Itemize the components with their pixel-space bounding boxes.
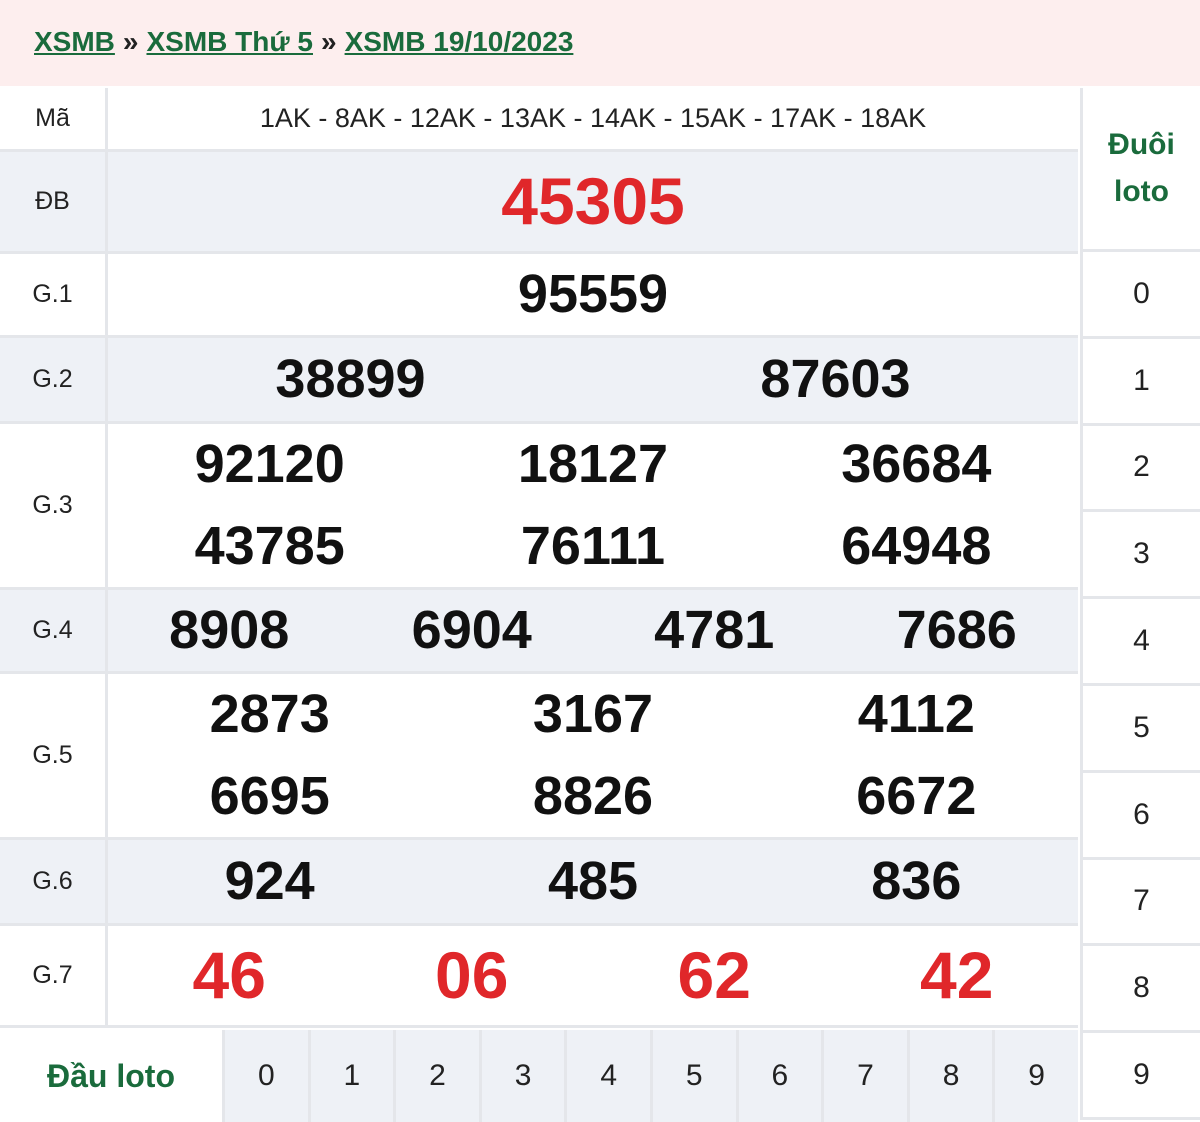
prize-label: G.1 [0, 254, 108, 335]
prize-number: 42 [920, 938, 994, 1012]
prize-number: 45305 [501, 164, 685, 238]
prize-number: 8826 [532, 765, 654, 826]
prize-label: G.4 [0, 590, 108, 671]
ma-row: Mã 1AK - 8AK - 12AK - 13AK - 14AK - 15AK … [0, 88, 1078, 152]
duoi-loto-cell: 7 [1083, 860, 1200, 947]
prize-number: 92120 [194, 434, 345, 494]
prize-number: 6672 [856, 765, 977, 826]
prize-number: 7686 [896, 600, 1017, 660]
prize-label: G.6 [0, 840, 108, 923]
dau-loto-cell: 4 [564, 1030, 650, 1122]
prize-number: 3167 [532, 684, 654, 744]
breadcrumb-link-thu5[interactable]: XSMB Thứ 5 [146, 26, 313, 57]
prize-number: 36684 [841, 434, 992, 494]
prize-number: 64948 [841, 515, 992, 576]
duoi-label: Đuôi [1108, 128, 1175, 161]
breadcrumb: XSMB» XSMB Thứ 5» XSMB 19/10/2023 [0, 0, 1200, 86]
prize-number: 95559 [517, 264, 669, 324]
prize-number: 62 [677, 938, 751, 1012]
dau-loto-label: Đầu loto [47, 1057, 175, 1094]
dau-loto-cell: 0 [222, 1030, 308, 1122]
prize-number: 4112 [857, 684, 975, 744]
prize-number: 924 [224, 851, 315, 911]
prize-row: G.5 2873 3167 4112 6695 8826 6672 [0, 674, 1078, 840]
duoi-loto-cell: 9 [1083, 1033, 1200, 1120]
breadcrumb-link-date[interactable]: XSMB 19/10/2023 [344, 26, 574, 57]
prize-label: G.7 [0, 926, 108, 1025]
prize-number: 836 [871, 851, 962, 911]
prize-number: 8908 [169, 600, 290, 660]
prize-row: G.7 46 06 62 42 [0, 926, 1078, 1028]
prize-number: 485 [547, 851, 639, 911]
duoi-loto-header: Đuôi loto [1083, 88, 1200, 252]
duoi-loto-cell: 5 [1083, 686, 1200, 773]
dau-loto-cell: 6 [735, 1030, 822, 1122]
dau-loto-cell: 8 [906, 1030, 993, 1122]
prize-row: G.2 38899 87603 [0, 338, 1078, 424]
prize-row: G.6 924 485 836 [0, 840, 1078, 926]
prize-label: G.3 [0, 424, 108, 587]
dau-loto-cell: 5 [649, 1030, 736, 1122]
duoi-loto-cell: 2 [1083, 426, 1200, 513]
duoi-loto-cell: 0 [1083, 252, 1200, 339]
prize-number: 06 [435, 938, 509, 1012]
breadcrumb-link-xsmb[interactable]: XSMB [34, 26, 115, 57]
prize-number: 4781 [654, 600, 775, 660]
duoi-loto-cell: 4 [1083, 599, 1200, 686]
loto-label: loto [1114, 174, 1169, 208]
duoi-loto-cell: 1 [1083, 339, 1200, 426]
prize-row: G.1 95559 [0, 254, 1078, 338]
prize-number: 46 [192, 938, 266, 1012]
duoi-loto-cell: 6 [1083, 773, 1200, 860]
prize-label: G.5 [0, 674, 108, 837]
prize-row: G.3 92120 18127 36684 43785 76111 64948 [0, 424, 1078, 590]
ma-value: 1AK - 8AK - 12AK - 13AK - 14AK - 15AK - … [259, 103, 927, 133]
breadcrumb-separator: » [321, 26, 337, 57]
prize-label: G.2 [0, 338, 108, 421]
dau-loto-cell: 3 [478, 1030, 565, 1122]
duoi-loto-cell: 8 [1083, 946, 1200, 1034]
prize-number: 43785 [194, 515, 345, 576]
prize-number: 18127 [517, 434, 669, 494]
prize-number: 6904 [411, 600, 532, 660]
duoi-loto-cell: 3 [1083, 512, 1200, 600]
dau-loto-cell: 1 [307, 1030, 394, 1122]
prize-row: ĐB 45305 [0, 152, 1078, 254]
ma-label: Mã [0, 88, 108, 149]
prize-number: 76111 [520, 515, 666, 576]
prize-number: 87603 [760, 349, 911, 409]
prize-row: G.4 8908 6904 4781 7686 [0, 590, 1078, 674]
breadcrumb-separator: » [122, 26, 139, 57]
prize-label: ĐB [0, 152, 108, 251]
dau-loto-cell: 9 [992, 1030, 1078, 1122]
dau-loto-cell: 7 [821, 1030, 907, 1122]
prize-number: 6695 [209, 765, 330, 826]
prize-number: 38899 [275, 349, 426, 409]
dau-loto-cell: 2 [393, 1030, 479, 1122]
prize-number: 2873 [209, 684, 330, 744]
